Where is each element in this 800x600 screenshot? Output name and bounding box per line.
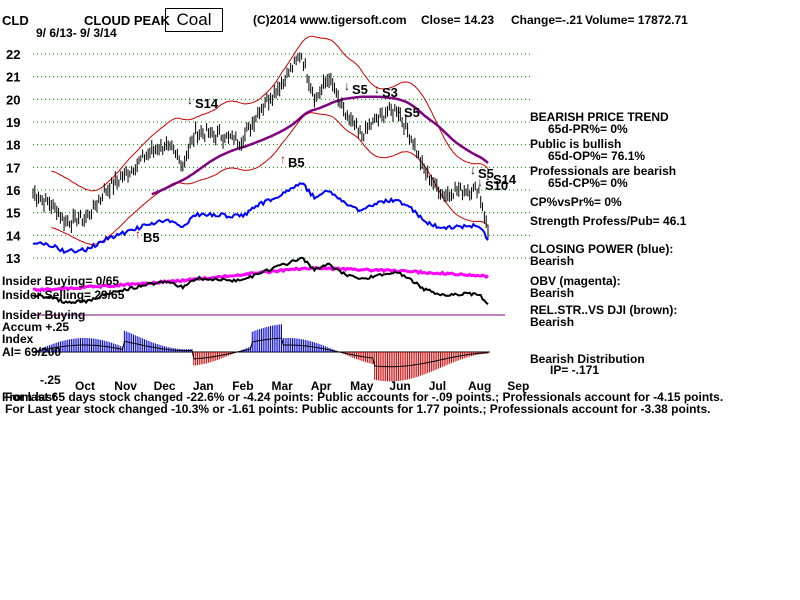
- signal-label: S5: [478, 166, 494, 181]
- strength-line: Strength Profess/Pub= 46.1: [530, 214, 687, 228]
- ticker-label: CLD: [2, 13, 29, 28]
- bollinger-bands: [51, 35, 489, 246]
- company-name: CLOUD PEAK: [84, 13, 170, 28]
- change-value: Change=-.21: [511, 13, 583, 27]
- signal-arrow: ↑: [280, 152, 286, 166]
- accumulation-histogram: [32, 324, 490, 382]
- month-label: Jun: [389, 379, 410, 393]
- industry-box: Coal: [165, 8, 223, 32]
- month-label: Jul: [429, 379, 446, 393]
- y-tick-label: 18: [6, 138, 20, 153]
- signal-label: S14: [493, 172, 517, 187]
- signal-arrow: ↓: [477, 175, 483, 189]
- cp-line: 65d-CP%= 0%: [548, 176, 628, 190]
- public-title: Public is bullish: [530, 137, 622, 151]
- month-label: Feb: [232, 379, 253, 393]
- signal-arrow: ↓: [396, 102, 402, 116]
- footer-line-1: For last 65 days stock changed -22.6% or…: [5, 390, 724, 404]
- volume-value: Volume= 17872.71: [585, 13, 688, 27]
- signal-label: S5: [404, 105, 420, 120]
- closing-power-path: [32, 182, 489, 255]
- trend-title: BEARISH PRICE TREND: [530, 110, 669, 124]
- month-label: Apr: [311, 379, 332, 393]
- close-value: Close= 14.23: [421, 13, 495, 27]
- pros-title: Professionals are bearish: [530, 164, 677, 178]
- month-label: Dec: [154, 379, 176, 393]
- signal-arrow: ↓: [187, 93, 193, 107]
- obv-label: OBV (magenta):: [530, 274, 621, 288]
- cp-label: CLOSING POWER (blue):: [530, 242, 674, 256]
- op-line: 65d-OP%= 76.1%: [548, 149, 646, 163]
- y-tick-label: 14: [6, 228, 21, 243]
- signal-label: S10: [485, 178, 508, 193]
- signal-label: S14: [195, 96, 219, 111]
- signal-label: B5: [143, 230, 160, 245]
- obv-path: [32, 265, 489, 293]
- upper-band: [51, 35, 489, 192]
- y-tick-label: 19: [6, 115, 20, 130]
- signal-label: S3: [382, 85, 398, 100]
- month-label: Oct: [75, 379, 95, 393]
- signal-markers: ↓ S14↓ S5 ↓ S3↓ S5↑ B5↑ B5↓ S5↓ S14↓ S10: [135, 79, 517, 245]
- relative-strength-line: [32, 256, 505, 316]
- insider-buying-2: Insider Buying: [2, 308, 86, 322]
- month-label: May: [350, 379, 374, 393]
- signal-arrow: ↓: [374, 82, 380, 96]
- signal-arrow: ↑: [135, 227, 141, 241]
- minus25-label: -.25: [40, 373, 61, 387]
- price-axis-labels: 13 14 15 16 17 18 19 20 21 22: [6, 47, 21, 266]
- lower-band: [51, 112, 489, 246]
- footer-prefix: From last: [2, 390, 57, 404]
- insider-selling: Insider Selling= 29/65: [2, 288, 125, 302]
- accum-label: Accum +.25: [2, 320, 70, 334]
- index-label: Index: [2, 332, 34, 346]
- ma65-line: [151, 95, 489, 196]
- y-tick-label: 20: [6, 92, 20, 107]
- y-tick-label: 16: [6, 183, 20, 198]
- signal-label: S5: [352, 82, 368, 97]
- obv-state: Bearish: [530, 286, 575, 300]
- date-range: 9/ 6/13- 9/ 3/14: [36, 26, 117, 40]
- closing-power-line: [32, 182, 489, 255]
- y-tick-label: 15: [6, 206, 20, 221]
- month-label: Jan: [193, 379, 214, 393]
- rel-label: REL.STR..VS DJI (brown):: [530, 303, 678, 317]
- signal-arrow: ↓: [485, 169, 491, 183]
- insider-buying: Insider Buying= 0/65: [2, 274, 120, 288]
- month-label: Aug: [468, 379, 491, 393]
- y-tick-label: 22: [6, 47, 20, 62]
- obv-line: [32, 265, 489, 293]
- cpvspr-line: CP%vsPr%= 0%: [530, 195, 622, 209]
- copyright-text: (C)2014 www.tigersoft.com: [253, 13, 407, 27]
- month-axis-labels: Oct Nov Dec Jan Feb Mar Apr May Jun Jul Aug Sep: [75, 379, 529, 393]
- dist-label: Bearish Distribution: [530, 352, 645, 366]
- y-tick-label: 17: [6, 160, 20, 175]
- y-tick-label: 21: [6, 70, 20, 85]
- accum-ma: [32, 337, 488, 368]
- relstr-path: [32, 256, 489, 306]
- price-bars: [32, 52, 489, 239]
- ai-label: AI= 69/200: [2, 345, 62, 359]
- moving-average-line: [151, 95, 489, 196]
- footer-line-2: For Last year stock changed -10.3% or -1…: [5, 402, 711, 416]
- rel-state: Bearish: [530, 315, 575, 329]
- pr-line: 65d-PR%= 0%: [548, 122, 628, 136]
- month-label: Nov: [114, 379, 137, 393]
- signal-arrow: ↓: [470, 163, 476, 177]
- signal-label: B5: [288, 155, 305, 170]
- ip-line: IP= -.171: [550, 363, 600, 377]
- y-tick-label: 13: [6, 251, 20, 266]
- month-label: Sep: [507, 379, 529, 393]
- cp-state: Bearish: [530, 254, 575, 268]
- signal-arrow: ↓: [344, 79, 350, 93]
- month-label: Mar: [272, 379, 294, 393]
